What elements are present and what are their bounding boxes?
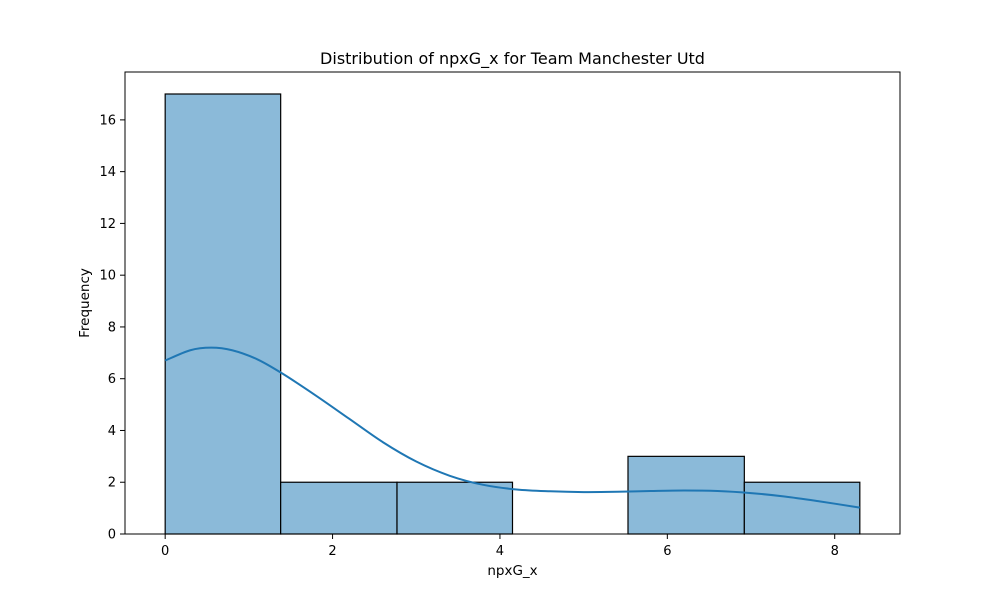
- x-tick-label: 0: [161, 544, 169, 559]
- y-tick-label: 2: [108, 476, 116, 491]
- histogram-bar: [627, 455, 745, 535]
- y-tick-label: 8: [108, 320, 116, 335]
- x-axis-ticks: 0 2 4 6 8: [161, 534, 839, 559]
- y-tick-label: 12: [99, 217, 116, 232]
- y-tick-label: 4: [108, 424, 116, 439]
- histogram-bar: [396, 481, 514, 535]
- y-tick-label: 6: [108, 372, 116, 387]
- x-tick-label: 4: [496, 544, 504, 559]
- y-axis-ticks: 0 2 4 6 8 10 12 14 16: [99, 113, 125, 543]
- x-tick-label: 2: [328, 544, 336, 559]
- chart-title: Distribution of npxG_x for Team Manchest…: [320, 49, 705, 69]
- histogram-bar: [164, 93, 282, 535]
- y-tick-label: 14: [99, 165, 116, 180]
- y-tick-label: 0: [108, 528, 116, 543]
- histogram-bar: [280, 481, 398, 535]
- histogram-bar: [743, 481, 861, 535]
- x-axis-title: npxG_x: [487, 563, 537, 579]
- y-tick-label: 10: [99, 269, 116, 284]
- x-tick-label: 6: [663, 544, 671, 559]
- y-tick-label: 16: [99, 113, 116, 128]
- bars-layer: [164, 93, 861, 535]
- y-axis-title: Frequency: [77, 268, 93, 338]
- kde-layer: [164, 346, 860, 509]
- kde-curve: [164, 346, 860, 509]
- plot-area-frame: [124, 71, 901, 535]
- x-tick-label: 8: [831, 544, 839, 559]
